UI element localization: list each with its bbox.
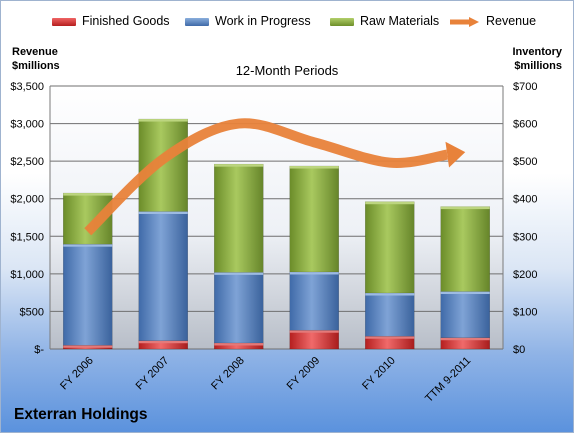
- left-tick-label: $2,000: [10, 194, 44, 206]
- left-axis-title-line1: Revenue: [12, 46, 58, 58]
- legend-item-finished-goods: Finished Goods: [52, 14, 170, 28]
- bar-cap-raw-materials: [138, 119, 188, 122]
- bar-finished-goods: [289, 329, 339, 350]
- bar-work-in-progress: [63, 243, 113, 346]
- revenue-arrowhead: [445, 141, 466, 168]
- left-tick-label: $1,500: [10, 231, 44, 243]
- legend-label-finished-goods: Finished Goods: [82, 14, 170, 28]
- bar-raw-materials: [440, 206, 490, 292]
- bar-raw-materials: [138, 118, 188, 212]
- bar-cap-work-in-progress: [63, 244, 113, 247]
- legend-label-revenue: Revenue: [486, 14, 537, 28]
- x-tick-label: FY 2008: [209, 355, 247, 393]
- bar-cap-work-in-progress: [138, 211, 188, 214]
- right-axis-title: Inventory $millions: [512, 45, 562, 73]
- right-tick-label: $700: [513, 81, 537, 93]
- legend-item-revenue: Revenue: [450, 14, 536, 28]
- right-tick-label: $400: [513, 194, 537, 206]
- bar-cap-work-in-progress: [365, 293, 415, 296]
- bar-work-in-progress: [214, 272, 264, 344]
- bar-raw-materials: [214, 163, 264, 273]
- bar-cap-work-in-progress: [289, 271, 339, 275]
- bar-cap-work-in-progress: [214, 272, 264, 275]
- right-tick-label: $600: [513, 119, 537, 131]
- left-tick-label: $3,500: [10, 81, 44, 93]
- right-axis-title-line2: $millions: [514, 60, 562, 72]
- bar-cap-finished-goods: [63, 345, 113, 348]
- right-tick-label: $100: [513, 306, 537, 318]
- right-axis-title-line1: Inventory: [512, 46, 562, 58]
- legend-swatch-raw-materials: [330, 17, 354, 26]
- legend: Finished Goods Work in Progress Raw Mate…: [0, 14, 574, 32]
- bar-cap-raw-materials: [365, 201, 415, 205]
- bar-cap-finished-goods: [289, 330, 339, 333]
- legend-item-work-in-progress: Work in Progress: [185, 14, 311, 28]
- left-tick-label: $2,500: [10, 156, 44, 168]
- bar-cap-raw-materials: [289, 166, 339, 169]
- x-tick-label: FY 2007: [134, 355, 172, 393]
- left-axis-title: Revenue $millions: [12, 45, 60, 73]
- legend-label-raw-materials: Raw Materials: [360, 14, 440, 28]
- bar-cap-raw-materials: [214, 164, 264, 167]
- left-tick-label: $500: [20, 306, 44, 318]
- bar-cap-finished-goods: [365, 336, 415, 339]
- chart-title: 12-Month Periods: [235, 63, 339, 78]
- bar-cap-finished-goods: [214, 342, 264, 346]
- x-tick-label: TTM 9-2011: [423, 355, 473, 405]
- bar-cap-finished-goods: [440, 337, 490, 341]
- legend-swatch-finished-goods: [52, 17, 76, 26]
- legend-arrow-revenue-icon: [450, 16, 479, 27]
- legend-label-work-in-progress: Work in Progress: [215, 14, 311, 28]
- bar-cap-finished-goods: [138, 340, 188, 344]
- company-name: Exterran Holdings: [14, 406, 148, 423]
- x-tick-label: FY 2009: [285, 355, 323, 393]
- bar-cap-raw-materials: [440, 206, 490, 210]
- bar-work-in-progress: [365, 292, 415, 337]
- left-tick-label: $3,000: [10, 119, 44, 131]
- bar-cap-raw-materials: [63, 193, 113, 196]
- x-tick-label: FY 2010: [360, 355, 398, 393]
- right-tick-label: $300: [513, 231, 537, 243]
- right-tick-label: $200: [513, 269, 537, 281]
- bar-cap-work-in-progress: [440, 291, 490, 295]
- bar-work-in-progress: [289, 271, 339, 331]
- bar-work-in-progress: [138, 211, 188, 341]
- left-tick-label: $-: [34, 344, 44, 356]
- right-tick-label: $500: [513, 156, 537, 168]
- revenue-line: [84, 118, 449, 236]
- x-tick-label: FY 2006: [58, 355, 96, 393]
- left-tick-label: $1,000: [10, 269, 44, 281]
- bar-raw-materials: [365, 201, 415, 294]
- right-tick-label: $0: [513, 344, 525, 356]
- bar-work-in-progress: [440, 291, 490, 338]
- legend-swatch-work-in-progress: [185, 17, 209, 26]
- bar-raw-materials: [289, 165, 339, 273]
- legend-item-raw-materials: Raw Materials: [330, 14, 439, 28]
- left-axis-title-line2: $millions: [12, 60, 60, 72]
